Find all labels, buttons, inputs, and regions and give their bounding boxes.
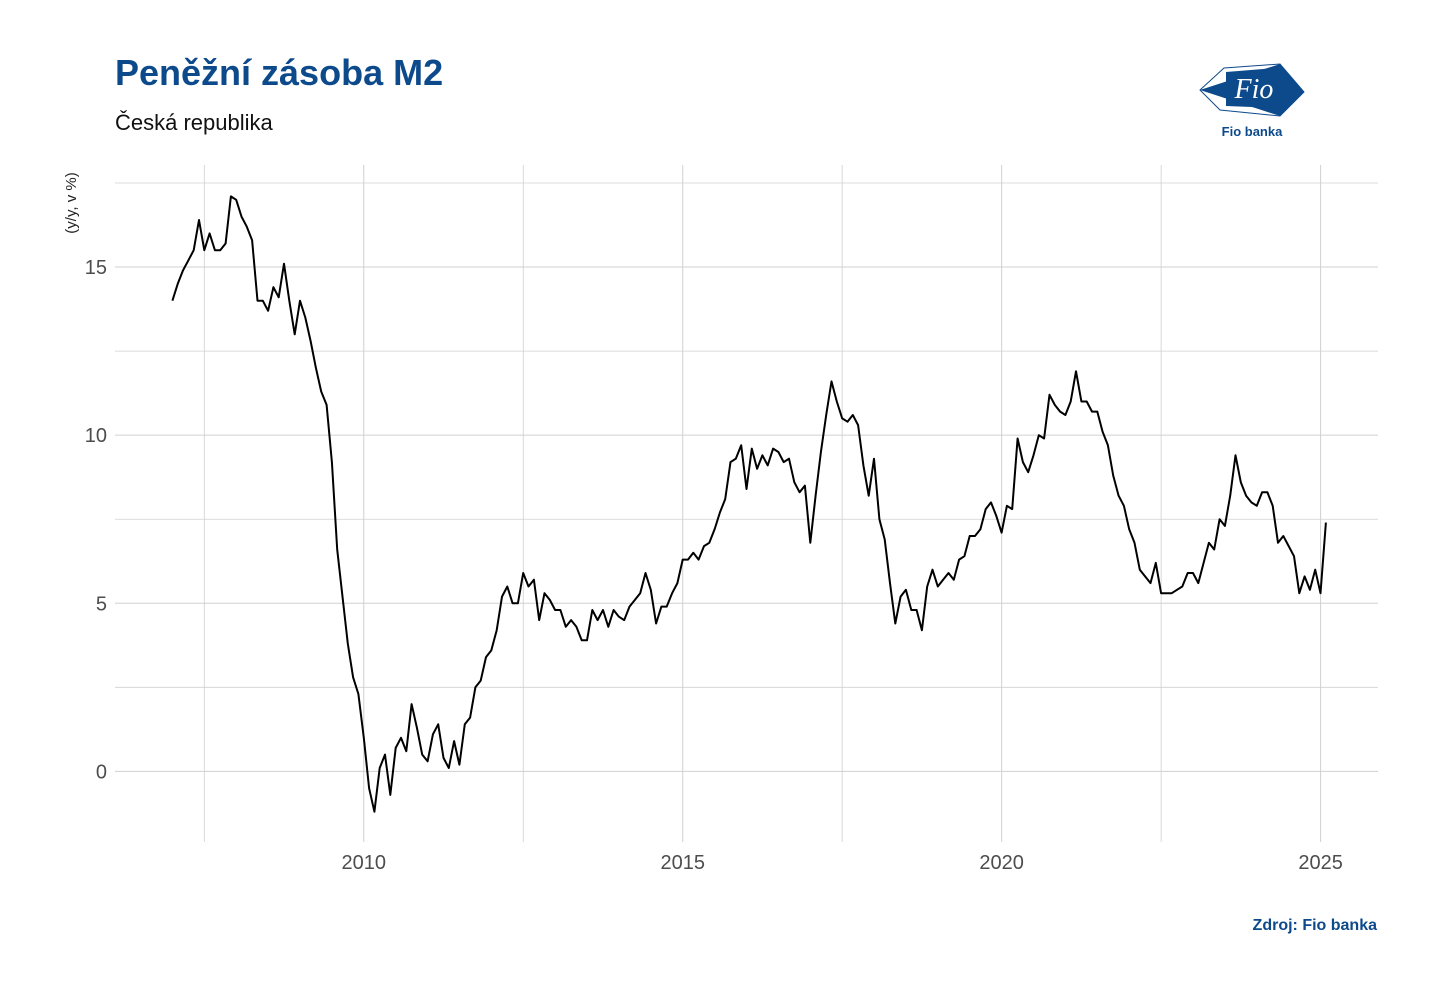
logo-label: Fio banka	[1221, 124, 1283, 139]
svg-text:Fio: Fio	[1234, 74, 1274, 105]
series-line-m2	[171, 195, 1327, 813]
fio-flag-icon: Fio	[1199, 63, 1305, 117]
y-tick-label: 15	[85, 257, 107, 279]
source-note: Zdroj: Fio banka	[1252, 917, 1377, 934]
y-axis-ticks: 0 5 10 15	[85, 257, 107, 783]
y-axis-label: (y/y, v %)	[63, 172, 80, 233]
x-tick-label: 2025	[1298, 852, 1343, 874]
x-axis-ticks: 2010 2015 2020 2025	[342, 852, 1343, 874]
x-tick-label: 2020	[979, 852, 1024, 874]
x-tick-label: 2010	[342, 852, 387, 874]
y-tick-label: 0	[96, 761, 107, 783]
y-tick-label: 5	[96, 593, 107, 615]
y-tick-label: 10	[85, 425, 107, 447]
x-tick-label: 2015	[660, 852, 705, 874]
grid-lines	[115, 165, 1378, 842]
chart-subtitle: Česká republika	[115, 110, 273, 135]
chart-title: Peněžní zásoba M2	[115, 52, 444, 93]
